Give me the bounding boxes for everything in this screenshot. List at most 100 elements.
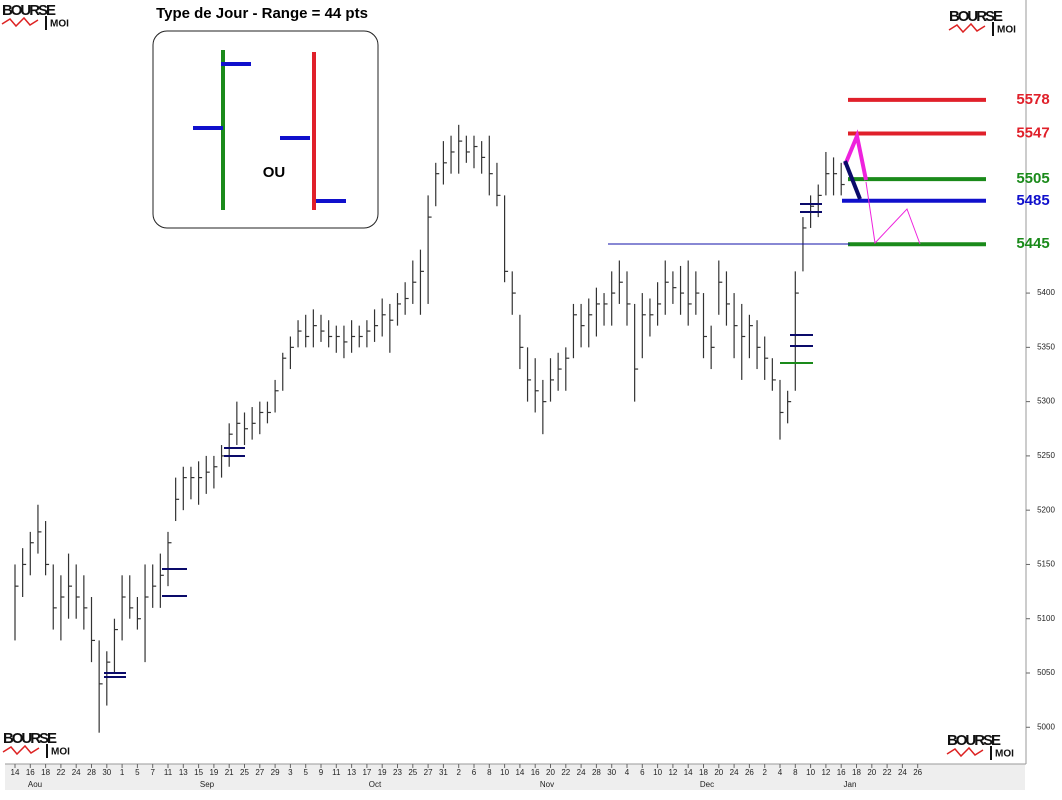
x-tick-label: 29	[271, 768, 280, 777]
x-tick-label: 18	[699, 768, 708, 777]
x-tick-label: 27	[424, 768, 433, 777]
x-tick-label: 17	[362, 768, 371, 777]
x-tick-label: 28	[592, 768, 601, 777]
x-tick-label: 19	[378, 768, 387, 777]
x-tick-label: 26	[745, 768, 754, 777]
x-tick-label: 4	[625, 768, 630, 777]
y-tick-label: 5400	[1037, 288, 1055, 297]
x-tick-label: 31	[439, 768, 448, 777]
inset-label: OU	[263, 164, 286, 181]
y-tick-label: 5350	[1037, 342, 1055, 351]
month-label: Sep	[200, 780, 215, 789]
inset-box	[152, 30, 379, 229]
x-tick-label: 12	[668, 768, 677, 777]
x-tick-label: 14	[515, 768, 524, 777]
logo-word: BOURSE	[3, 730, 57, 747]
month-label: Oct	[369, 780, 382, 789]
x-tick-label: 13	[179, 768, 188, 777]
x-tick-label: 7	[150, 768, 155, 777]
logo-zigzag	[1, 16, 39, 28]
x-tick-label: 2	[456, 768, 461, 777]
level-label: 5485	[1016, 192, 1049, 209]
logo-zigzag	[2, 744, 40, 756]
x-tick-label: 6	[640, 768, 645, 777]
logo-word: BOURSE	[947, 732, 1001, 749]
x-tick-label: 23	[393, 768, 402, 777]
logo-sub: MOI	[995, 749, 1014, 760]
x-tick-label: 20	[546, 768, 555, 777]
level-label: 5505	[1016, 170, 1049, 187]
x-tick-label: 13	[347, 768, 356, 777]
logo-sub: MOI	[50, 19, 69, 30]
x-tick-label: 12	[821, 768, 830, 777]
x-tick-label: 10	[653, 768, 662, 777]
x-tick-label: 28	[87, 768, 96, 777]
x-tick-label: 5	[303, 768, 308, 777]
x-tick-label: 21	[225, 768, 234, 777]
x-tick-label: 18	[852, 768, 861, 777]
y-tick-label: 5050	[1037, 668, 1055, 677]
level-label: 5547	[1016, 124, 1049, 141]
logo-zigzag	[948, 22, 986, 34]
x-tick-label: 24	[730, 768, 739, 777]
logo-word: BOURSE	[2, 2, 56, 19]
x-tick-label: 19	[209, 768, 218, 777]
month-label: Jan	[844, 780, 857, 789]
projection-path	[865, 181, 921, 245]
x-tick-label: 24	[577, 768, 586, 777]
y-tick-label: 5250	[1037, 451, 1055, 460]
y-tick-label: 5150	[1037, 560, 1055, 569]
x-tick-label: 15	[194, 768, 203, 777]
x-tick-label: 3	[288, 768, 293, 777]
x-tick-label: 24	[898, 768, 907, 777]
x-tick-label: 24	[72, 768, 81, 777]
x-tick-label: 10	[500, 768, 509, 777]
x-tick-label: 2	[762, 768, 767, 777]
x-tick-label: 16	[837, 768, 846, 777]
projection-up	[843, 129, 868, 181]
x-tick-label: 20	[867, 768, 876, 777]
x-tick-label: 9	[319, 768, 324, 777]
x-tick-label: 8	[487, 768, 492, 777]
annotations	[104, 129, 921, 678]
projection-down	[843, 160, 862, 200]
month-label: Aou	[28, 780, 42, 789]
x-tick-label: 6	[472, 768, 477, 777]
x-tick-label: 1	[120, 768, 125, 777]
x-tick-label: 20	[714, 768, 723, 777]
logo-sub: MOI	[997, 25, 1016, 36]
inset: OU	[152, 30, 379, 229]
x-tick-label: 22	[56, 768, 65, 777]
x-tick-label: 14	[11, 768, 20, 777]
y-tick-label: 5300	[1037, 397, 1055, 406]
x-tick-label: 10	[806, 768, 815, 777]
y-tick-label: 5000	[1037, 722, 1055, 731]
logo-word: BOURSE	[949, 8, 1003, 25]
x-tick-label: 25	[240, 768, 249, 777]
logo-sub: MOI	[51, 747, 70, 758]
y-tick-label: 5200	[1037, 505, 1055, 514]
x-tick-label: 16	[531, 768, 540, 777]
level-label: 5578	[1016, 91, 1049, 108]
month-label: Dec	[700, 780, 714, 789]
x-tick-label: 27	[255, 768, 264, 777]
x-tick-label: 25	[408, 768, 417, 777]
x-tick-label: 11	[332, 768, 341, 777]
x-axis-band	[5, 764, 1025, 790]
x-tick-label: 22	[561, 768, 570, 777]
level-label: 5445	[1016, 235, 1049, 252]
x-tick-label: 8	[793, 768, 798, 777]
x-tick-label: 5	[135, 768, 140, 777]
x-tick-label: 26	[913, 768, 922, 777]
chart-title: Type de Jour - Range = 44 pts	[156, 5, 368, 22]
x-tick-label: 30	[102, 768, 111, 777]
x-tick-label: 14	[684, 768, 693, 777]
logo-zigzag	[946, 746, 984, 758]
x-tick-label: 18	[41, 768, 50, 777]
x-tick-label: 30	[607, 768, 616, 777]
month-label: Nov	[540, 780, 554, 789]
x-tick-label: 22	[883, 768, 892, 777]
